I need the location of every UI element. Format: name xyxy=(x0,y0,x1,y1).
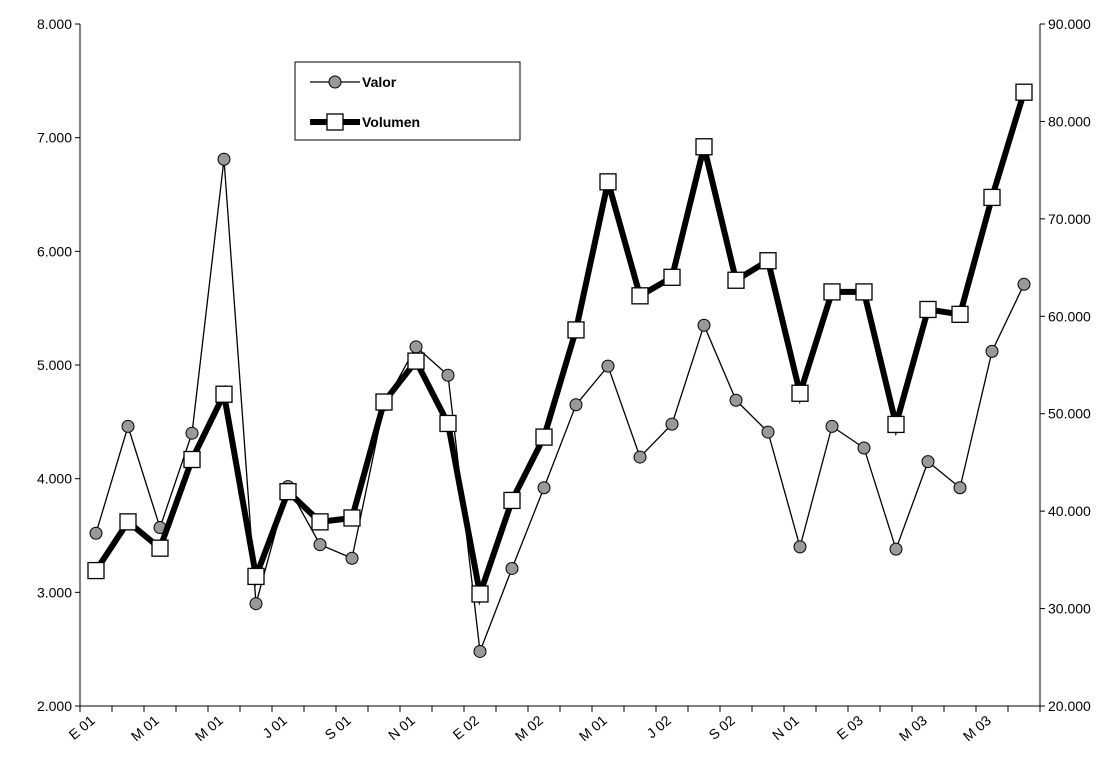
x-tick-label: N 01 xyxy=(385,712,418,743)
marker xyxy=(631,287,649,305)
marker xyxy=(343,509,361,527)
marker xyxy=(471,585,489,603)
y2-tick-label: 20.000 xyxy=(1048,698,1091,714)
y2-tick-label: 80.000 xyxy=(1048,113,1091,129)
marker xyxy=(759,252,777,270)
marker xyxy=(793,540,807,554)
x-tick-label: E 01 xyxy=(66,712,99,743)
y2-tick-label: 30.000 xyxy=(1048,601,1091,617)
marker xyxy=(183,450,201,469)
x-tick-label: M 03 xyxy=(896,712,930,744)
x-tick-label: S 02 xyxy=(706,712,739,743)
marker xyxy=(505,561,519,575)
marker xyxy=(151,539,169,557)
x-tick-label: J 01 xyxy=(259,712,290,741)
y-tick-label: 7.000 xyxy=(37,130,72,146)
marker xyxy=(889,542,903,556)
marker xyxy=(1017,277,1031,291)
legend-label: Valor xyxy=(362,74,397,90)
marker xyxy=(249,597,263,611)
marker xyxy=(537,481,551,495)
y2-tick-label: 40.000 xyxy=(1048,503,1091,519)
marker xyxy=(215,385,233,403)
x-tick-label: S 01 xyxy=(322,712,355,743)
marker xyxy=(87,561,105,580)
marker xyxy=(919,300,937,319)
y-tick-label: 3.000 xyxy=(37,584,72,600)
x-tick-label: E 02 xyxy=(450,712,483,743)
marker xyxy=(345,551,359,565)
marker xyxy=(217,152,231,166)
x-tick-label: N 01 xyxy=(769,712,802,743)
marker xyxy=(855,283,873,301)
x-tick-label: M 01 xyxy=(128,712,162,744)
y-tick-label: 6.000 xyxy=(37,243,72,259)
marker xyxy=(441,368,455,382)
y2-tick-label: 90.000 xyxy=(1048,16,1091,32)
marker xyxy=(983,188,1001,207)
series-line xyxy=(95,159,1025,652)
marker xyxy=(825,419,839,433)
marker xyxy=(727,271,745,289)
x-tick-label: M 01 xyxy=(192,712,226,744)
marker xyxy=(89,526,103,540)
marker xyxy=(665,417,679,431)
marker xyxy=(887,415,905,434)
marker xyxy=(921,455,935,469)
y-tick-label: 4.000 xyxy=(37,471,72,487)
marker xyxy=(953,481,967,495)
marker xyxy=(185,426,199,440)
marker xyxy=(121,419,135,433)
marker xyxy=(439,414,457,433)
marker xyxy=(311,513,329,531)
x-tick-label: M 03 xyxy=(960,712,994,744)
y-tick-label: 5.000 xyxy=(37,357,72,373)
marker xyxy=(857,441,871,455)
x-tick-label: E 03 xyxy=(834,712,867,743)
marker xyxy=(695,138,713,156)
marker xyxy=(663,268,681,286)
marker xyxy=(247,567,265,586)
x-tick-label: M 01 xyxy=(576,712,610,744)
marker xyxy=(569,398,583,412)
marker xyxy=(633,450,647,464)
marker xyxy=(697,318,711,332)
marker xyxy=(279,483,297,501)
legend-marker xyxy=(326,113,344,131)
series-line xyxy=(93,91,1027,606)
marker xyxy=(601,359,615,373)
legend-marker xyxy=(328,75,342,89)
x-tick-label: M 02 xyxy=(512,712,546,744)
marker xyxy=(823,283,841,301)
y2-tick-label: 70.000 xyxy=(1048,211,1091,227)
marker xyxy=(1015,83,1033,101)
marker xyxy=(313,538,327,552)
marker xyxy=(985,344,999,358)
marker xyxy=(535,428,553,446)
y-tick-label: 8.000 xyxy=(37,16,72,32)
y2-tick-label: 60.000 xyxy=(1048,308,1091,324)
y-tick-label: 2.000 xyxy=(37,698,72,714)
y2-tick-label: 50.000 xyxy=(1048,406,1091,422)
marker xyxy=(761,425,775,439)
marker xyxy=(473,644,487,658)
marker xyxy=(599,173,617,191)
marker xyxy=(409,340,423,354)
marker xyxy=(951,305,969,323)
marker xyxy=(375,393,393,411)
marker xyxy=(407,352,425,370)
marker xyxy=(119,513,137,531)
marker xyxy=(729,393,743,407)
marker xyxy=(791,384,809,402)
legend-label: Volumen xyxy=(362,114,420,130)
marker xyxy=(503,491,521,510)
marker xyxy=(567,321,585,339)
x-tick-label: J 02 xyxy=(643,712,674,741)
